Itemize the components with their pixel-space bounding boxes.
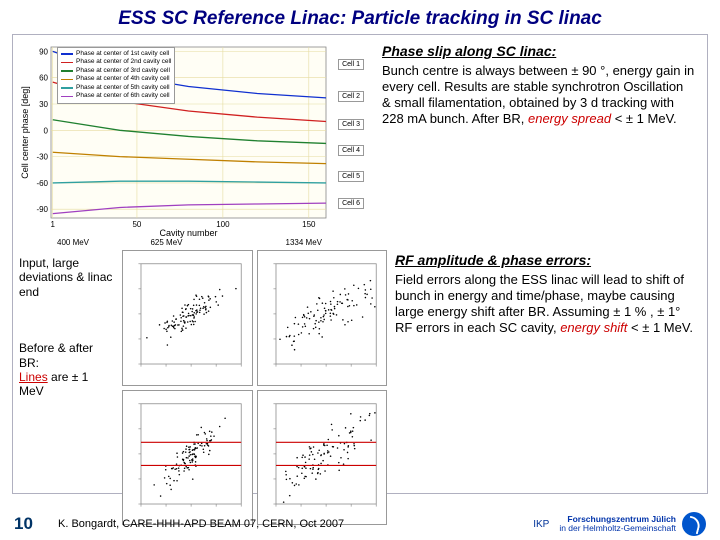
svg-text:Cell center phase [deg]: Cell center phase [deg] xyxy=(20,86,30,179)
svg-text:150: 150 xyxy=(302,220,316,229)
svg-text:1334 MeV: 1334 MeV xyxy=(286,238,323,246)
chart-legend: Phase at center of 1st cavity cellPhase … xyxy=(57,47,175,104)
svg-text:60: 60 xyxy=(39,74,48,83)
svg-text:-60: -60 xyxy=(36,179,48,188)
scatter-panel xyxy=(122,250,253,386)
slide-title: ESS SC Reference Linac: Particle trackin… xyxy=(0,0,720,34)
rf-errors-heading: RF amplitude & phase errors: xyxy=(395,252,695,270)
caption-input: Input, large deviations & linac end xyxy=(19,256,114,299)
cell-label: Cell 2 xyxy=(338,91,364,102)
phase-slip-body: Bunch centre is always between ± 90 °, e… xyxy=(382,63,695,128)
caption-br: Before & after BR: Lines are ± 1 MeV xyxy=(19,341,114,399)
cell-label: Cell 6 xyxy=(338,198,364,209)
svg-text:30: 30 xyxy=(39,100,48,109)
svg-text:400 MeV: 400 MeV xyxy=(57,238,90,246)
rf-errors-body: Field errors along the ESS linac will le… xyxy=(395,272,695,337)
scatter-captions: Input, large deviations & linac end Befo… xyxy=(19,250,114,460)
footer-institution: Forschungszentrum Jülich in der Helmholt… xyxy=(559,515,676,534)
cell-label: Cell 1 xyxy=(338,59,364,70)
cell-label: Cell 5 xyxy=(338,171,364,182)
scatter-panel xyxy=(122,390,253,526)
phase-slip-text: Phase slip along SC linac: Bunch centre … xyxy=(382,41,701,246)
scatter-grid xyxy=(122,250,387,460)
cell-label: Cell 4 xyxy=(338,145,364,156)
page-number: 10 xyxy=(14,514,58,534)
phase-slip-heading: Phase slip along SC linac: xyxy=(382,43,695,61)
svg-text:Cavity number: Cavity number xyxy=(159,228,217,238)
svg-text:-30: -30 xyxy=(36,153,48,162)
scatter-panel xyxy=(257,250,388,386)
footer-citation: K. Bongardt, CARE-HHH-APD BEAM 07, CERN,… xyxy=(58,518,533,530)
svg-text:100: 100 xyxy=(216,220,230,229)
svg-text:90: 90 xyxy=(39,47,48,56)
svg-text:-90: -90 xyxy=(36,205,48,214)
svg-text:0: 0 xyxy=(44,126,49,135)
svg-text:1: 1 xyxy=(50,220,55,229)
juelich-logo-icon xyxy=(682,512,706,536)
slide-footer: 10 K. Bongardt, CARE-HHH-APD BEAM 07, CE… xyxy=(0,512,720,536)
phase-chart: -90-60-300306090150100150Cavity numberCe… xyxy=(19,41,374,246)
cell-label: Cell 3 xyxy=(338,119,364,130)
footer-ikp: IKP xyxy=(533,519,549,530)
content-frame: -90-60-300306090150100150Cavity numberCe… xyxy=(12,34,708,494)
svg-text:625 MeV: 625 MeV xyxy=(150,238,183,246)
rf-errors-text: RF amplitude & phase errors: Field error… xyxy=(395,250,701,460)
svg-text:50: 50 xyxy=(132,220,141,229)
scatter-panel xyxy=(257,390,388,526)
